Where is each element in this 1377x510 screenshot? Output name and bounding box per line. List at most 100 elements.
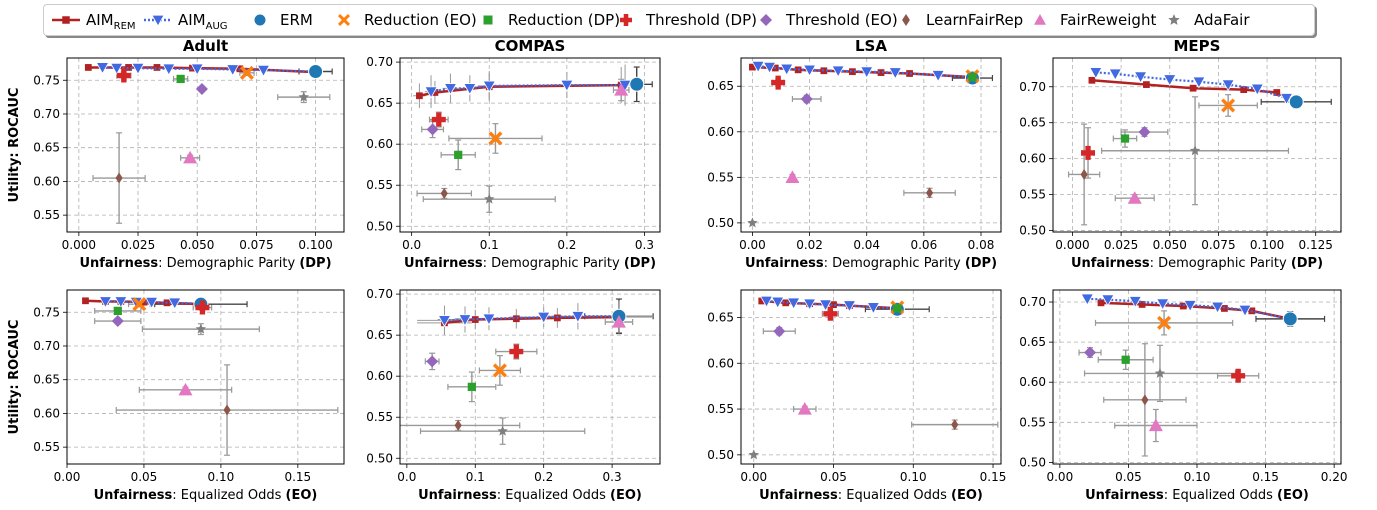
y-tick-label: 0.70: [1019, 295, 1046, 309]
point-thr_eo: [800, 92, 813, 105]
point-frw: [797, 402, 812, 415]
legend-item-thr_dp: Threshold (DP): [620, 11, 757, 29]
point-aim-aug: [1080, 293, 1094, 306]
point-aim-aug: [1238, 304, 1252, 317]
point-frw: [614, 83, 629, 96]
point-erm: [1288, 94, 1304, 110]
panel-title: Adult: [183, 37, 228, 55]
point-thr_dp: [771, 75, 786, 90]
plot-area: [748, 295, 999, 460]
y-tick-label: 0.70: [1019, 80, 1046, 94]
point-aim-aug: [831, 65, 845, 78]
point-aim-aug: [802, 298, 817, 311]
point-aim-aug: [1108, 68, 1122, 81]
point-ada: [484, 193, 495, 204]
point-aim-rem: [512, 315, 520, 323]
panel-1: 0.000 0.025 0.050 0.075 0.100 0.55 0.60 0.65 0.7…: [7, 37, 345, 271]
point-aim-rem: [749, 63, 756, 71]
point-aim-rem: [1088, 76, 1096, 84]
y-tick-label: 0.75: [33, 73, 60, 87]
point-aim-aug: [780, 63, 794, 76]
panel-7: 0.00 0.05 0.10 0.15 0.50 0.55 0.60 0.65 Unfairne…: [707, 289, 1007, 503]
point-aim-aug: [771, 296, 785, 309]
panel-5: 0.00 0.05 0.10 0.15 0.55 0.60 0.65 0.70 0.75 Unfa…: [7, 289, 345, 503]
y-axis-label: Utility: ROCAUC: [7, 320, 22, 435]
y-tick-label: 0.60: [1019, 152, 1046, 166]
x-tick-label: 0.050: [180, 238, 214, 252]
x-tick-label: 0.05: [820, 470, 847, 484]
y-tick-label: 0.50: [1019, 224, 1046, 238]
axes-frame: [1052, 57, 1342, 233]
point-frw: [1148, 418, 1163, 432]
point-lfr: [925, 187, 934, 199]
point-aim-rem: [830, 301, 837, 309]
point-aim-aug: [482, 313, 496, 326]
x-tick-label: 0.000: [62, 238, 96, 252]
point-aim-rem: [1189, 84, 1197, 92]
point-thr_dp: [1231, 368, 1246, 383]
point-aim-rem: [758, 297, 766, 305]
legend-label-erm: ERM: [280, 11, 313, 29]
y-tick-label: 0.65: [707, 79, 734, 93]
point-ada: [748, 449, 759, 460]
point-aim-rem: [849, 68, 856, 76]
point-red_dp: [113, 306, 122, 316]
point-aim-rem: [471, 316, 479, 323]
point-lfr: [454, 419, 462, 431]
point-aim-rem: [553, 314, 561, 322]
point-aim-aug: [818, 299, 833, 312]
point-aim-rem: [1179, 302, 1187, 310]
x-tick-label: 0.02: [796, 238, 823, 252]
point-thr_dp: [116, 68, 131, 83]
point-aim-aug: [1210, 301, 1225, 314]
point-aim-rem: [153, 64, 161, 71]
point-frw: [1127, 191, 1142, 204]
point-lfr: [115, 172, 123, 184]
point-red_dp: [1120, 134, 1130, 143]
point-thr_dp: [431, 112, 446, 127]
x-tick-label: 0.15: [1252, 470, 1279, 484]
y-tick-label: 0.55: [1019, 415, 1046, 429]
x-tick-label: 0.20: [1321, 470, 1348, 484]
point-aim-aug: [437, 315, 452, 328]
x-tick-label: 0.15: [980, 470, 1007, 484]
point-aim-aug: [482, 80, 496, 93]
y-tick-label: 0.55: [33, 208, 60, 222]
point-aim-aug: [463, 83, 477, 96]
y-tick-label: 0.55: [366, 178, 393, 192]
x-axis-label: Unfairness: Demographic Parity (DP): [745, 256, 997, 271]
point-aim-rem: [416, 92, 423, 100]
panel-title: COMPAS: [495, 37, 566, 55]
point-erm: [308, 63, 324, 79]
panel-4: 0.000 0.025 0.050 0.075 0.100 0.125 0.50 0.55 0.…: [1019, 37, 1342, 271]
point-aim-aug: [256, 64, 271, 77]
point-erm: [629, 76, 645, 92]
legend-label-thr_eo: Threshold (EO): [785, 11, 898, 29]
x-tick-label: 0.0: [397, 470, 416, 484]
legend-item-red_eo: Reduction (EO): [338, 11, 477, 29]
point-ada: [195, 323, 207, 334]
point-thr_eo: [1138, 126, 1151, 139]
x-tick-label: 0.2: [557, 238, 576, 252]
x-tick-label: 0.3: [603, 470, 622, 484]
legend-label-frw: FairReweight: [1060, 11, 1156, 29]
legend-item-frw: FairReweight: [1034, 11, 1156, 29]
point-aim-aug: [168, 297, 182, 310]
point-thr_eo: [111, 315, 124, 328]
legend-item-lfr: LearnFairRep: [902, 11, 1023, 29]
legend-marker-ada: [1168, 14, 1180, 25]
legend-label-ada: AdaFair: [1194, 11, 1250, 29]
point-red_eo: [1221, 98, 1236, 113]
point-aim-rem: [82, 297, 89, 305]
y-tick-label: 0.65: [1019, 335, 1046, 349]
y-tick-label: 0.55: [707, 402, 734, 416]
x-tick-label: 0.08: [968, 238, 995, 252]
point-aim-aug: [866, 302, 881, 315]
point-aim-rem: [431, 89, 439, 96]
point-frw: [785, 170, 800, 183]
point-ada: [747, 217, 758, 228]
point-aim-rem: [140, 298, 148, 306]
point-aim-aug: [424, 86, 438, 99]
x-axis-label: Unfairness: Demographic Parity (DP): [1071, 256, 1323, 271]
point-aim-aug: [114, 296, 128, 309]
